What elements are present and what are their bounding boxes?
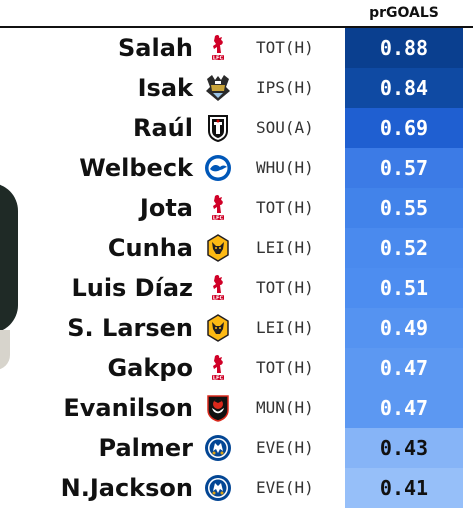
prgoals-value-cell: 0.57 [345,148,463,188]
prgoals-value-cell: 0.43 [345,428,463,468]
prgoals-value-cell: 0.51 [345,268,463,308]
newcastle-crest-icon [203,73,233,103]
opponent-fixture: IPS(H) [256,78,314,97]
metric-column-header: prGOALS [369,5,439,21]
table-row-evanilson: Evanilson MUN(H) 0.47 [0,388,473,428]
liverpool-crest-icon: LFC [203,193,233,223]
bournemouth-crest-icon [203,393,233,423]
opponent-fixture: SOU(A) [256,118,314,137]
opponent-fixture: TOT(H) [256,38,314,57]
liverpool-crest-icon: LFC [203,33,233,63]
prgoals-value-cell: 0.52 [345,228,463,268]
prgoals-value-cell: 0.69 [345,108,463,148]
prgoals-value-cell: 0.49 [345,308,463,348]
player-cutout-image [0,183,18,333]
predicted-goals-table: Salah LFC TOT(H) 0.88 Isak IPS(H) 0.84 Raúl SOU(… [0,26,473,508]
prgoals-value-cell: 0.55 [345,188,463,228]
opponent-fixture: TOT(H) [256,198,314,217]
chelsea-crest-icon [203,473,233,503]
brighton-crest-icon [203,153,233,183]
prgoals-value-cell: 0.47 [345,388,463,428]
player-name: Isak [137,74,193,102]
prgoals-value-cell: 0.41 [345,468,463,508]
table-row-salah: Salah LFC TOT(H) 0.88 [0,28,473,68]
svg-text:LFC: LFC [213,216,224,222]
table-row-luis-d-az: Luis Díaz LFC TOT(H) 0.51 [0,268,473,308]
player-name: Salah [118,34,193,62]
table-row-ra-l: Raúl SOU(A) 0.69 [0,108,473,148]
table-row-n-jackson: N.Jackson EVE(H) 0.41 [0,468,473,508]
player-name: Gakpo [107,354,193,382]
svg-text:LFC: LFC [213,376,224,382]
table-row-cunha: Cunha LEI(H) 0.52 [0,228,473,268]
player-name: S. Larsen [67,314,193,342]
opponent-fixture: EVE(H) [256,478,314,497]
table-row-palmer: Palmer EVE(H) 0.43 [0,428,473,468]
table-row-jota: Jota LFC TOT(H) 0.55 [0,188,473,228]
player-name: N.Jackson [60,474,193,502]
table-row-gakpo: Gakpo LFC TOT(H) 0.47 [0,348,473,388]
prgoals-value-cell: 0.88 [345,28,463,68]
table-row-welbeck: Welbeck WHU(H) 0.57 [0,148,473,188]
prgoals-value-cell: 0.84 [345,68,463,108]
player-name: Palmer [98,434,194,462]
svg-text:LFC: LFC [213,56,224,62]
player-name: Jota [139,194,193,222]
table-row-isak: Isak IPS(H) 0.84 [0,68,473,108]
player-name: Evanilson [63,394,193,422]
liverpool-crest-icon: LFC [203,353,233,383]
liverpool-crest-icon: LFC [203,273,233,303]
wolves-crest-icon [203,233,233,263]
player-name: Cunha [107,234,193,262]
opponent-fixture: WHU(H) [256,158,314,177]
player-name: Welbeck [79,154,193,182]
opponent-fixture: TOT(H) [256,278,314,297]
opponent-fixture: LEI(H) [256,238,314,257]
svg-text:LFC: LFC [213,296,224,302]
wolves-crest-icon [203,313,233,343]
player-cutout-shadow [0,330,10,370]
opponent-fixture: TOT(H) [256,358,314,377]
table-row-s-larsen: S. Larsen LEI(H) 0.49 [0,308,473,348]
opponent-fixture: MUN(H) [256,398,314,417]
chelsea-crest-icon [203,433,233,463]
opponent-fixture: LEI(H) [256,318,314,337]
fulham-crest-icon [203,113,233,143]
player-name: Luis Díaz [71,274,193,302]
prgoals-value-cell: 0.47 [345,348,463,388]
player-name: Raúl [133,114,193,142]
opponent-fixture: EVE(H) [256,438,314,457]
